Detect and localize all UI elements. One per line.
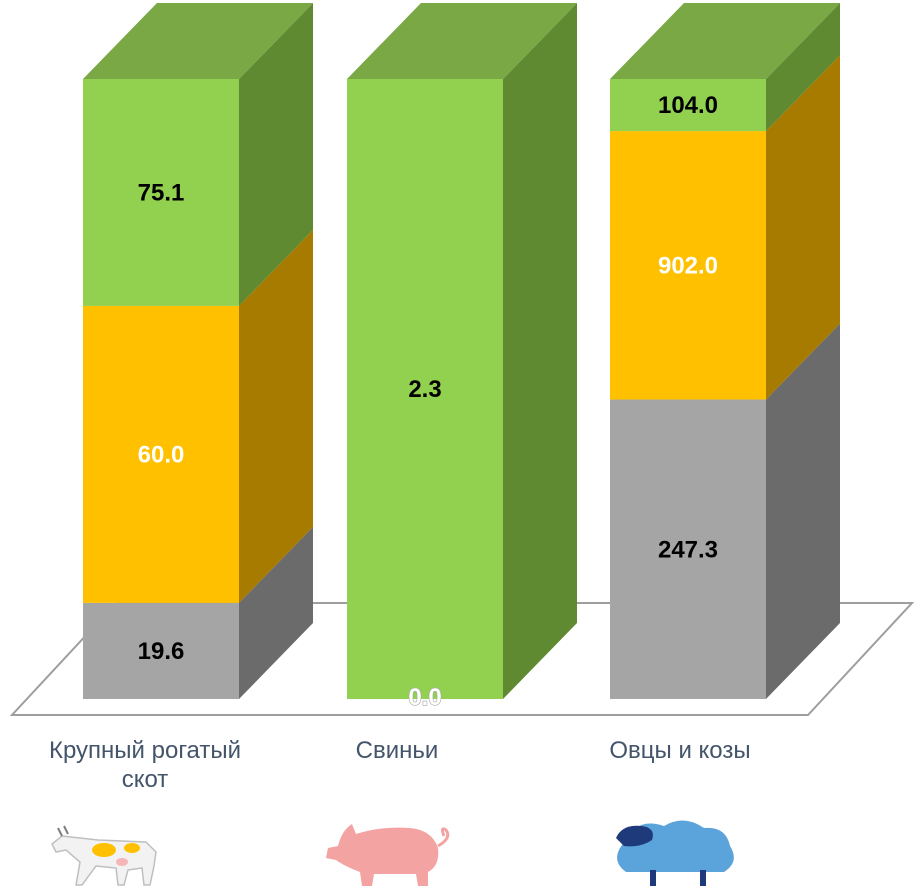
data-label: 247.3 — [658, 536, 718, 563]
bar-side — [239, 229, 313, 603]
bar-segment — [610, 79, 766, 132]
data-label: 19.6 — [138, 638, 185, 665]
bar-segment — [610, 399, 766, 699]
category-label-pigs: Свиньи — [322, 736, 472, 765]
bar-segment — [347, 79, 503, 699]
bar-side — [766, 3, 840, 132]
data-label: 104.0 — [658, 92, 718, 119]
bar-side — [239, 526, 313, 699]
category-label-cattle: Крупный рогатый скот — [25, 736, 265, 794]
bar-stack-cattle — [83, 3, 313, 699]
bar-top — [83, 3, 313, 79]
bar-side — [766, 55, 840, 400]
data-label: 0.0 — [408, 684, 441, 711]
data-label: 902.0 — [658, 252, 718, 279]
sheep-icon — [616, 820, 734, 886]
pig-icon — [326, 824, 450, 886]
category-label-line: Овцы и козы — [609, 737, 751, 764]
category-label-line: Крупный рогатый — [48, 737, 242, 764]
cow-icon — [51, 825, 157, 886]
bar-top — [610, 3, 840, 79]
bar-segment — [83, 602, 239, 699]
category-label-sheep-goats: Овцы и козы — [570, 736, 790, 765]
data-label: 2.3 — [408, 376, 441, 403]
bar-segment — [83, 305, 239, 603]
bar-segment — [83, 79, 239, 306]
chart-floor — [9, 602, 915, 716]
bar-side — [239, 3, 313, 306]
data-label: 60.0 — [138, 441, 185, 468]
bar-top — [347, 3, 577, 79]
bar-segment — [610, 131, 766, 400]
category-label-line: Свиньи — [355, 737, 439, 764]
category-label-line: скот — [121, 766, 169, 793]
data-label: 75.1 — [138, 179, 185, 206]
bar-side — [503, 3, 577, 699]
bar-stack-pigs — [347, 3, 577, 699]
bar-stack-sheep-goats — [610, 3, 840, 699]
bar-side — [766, 323, 840, 699]
